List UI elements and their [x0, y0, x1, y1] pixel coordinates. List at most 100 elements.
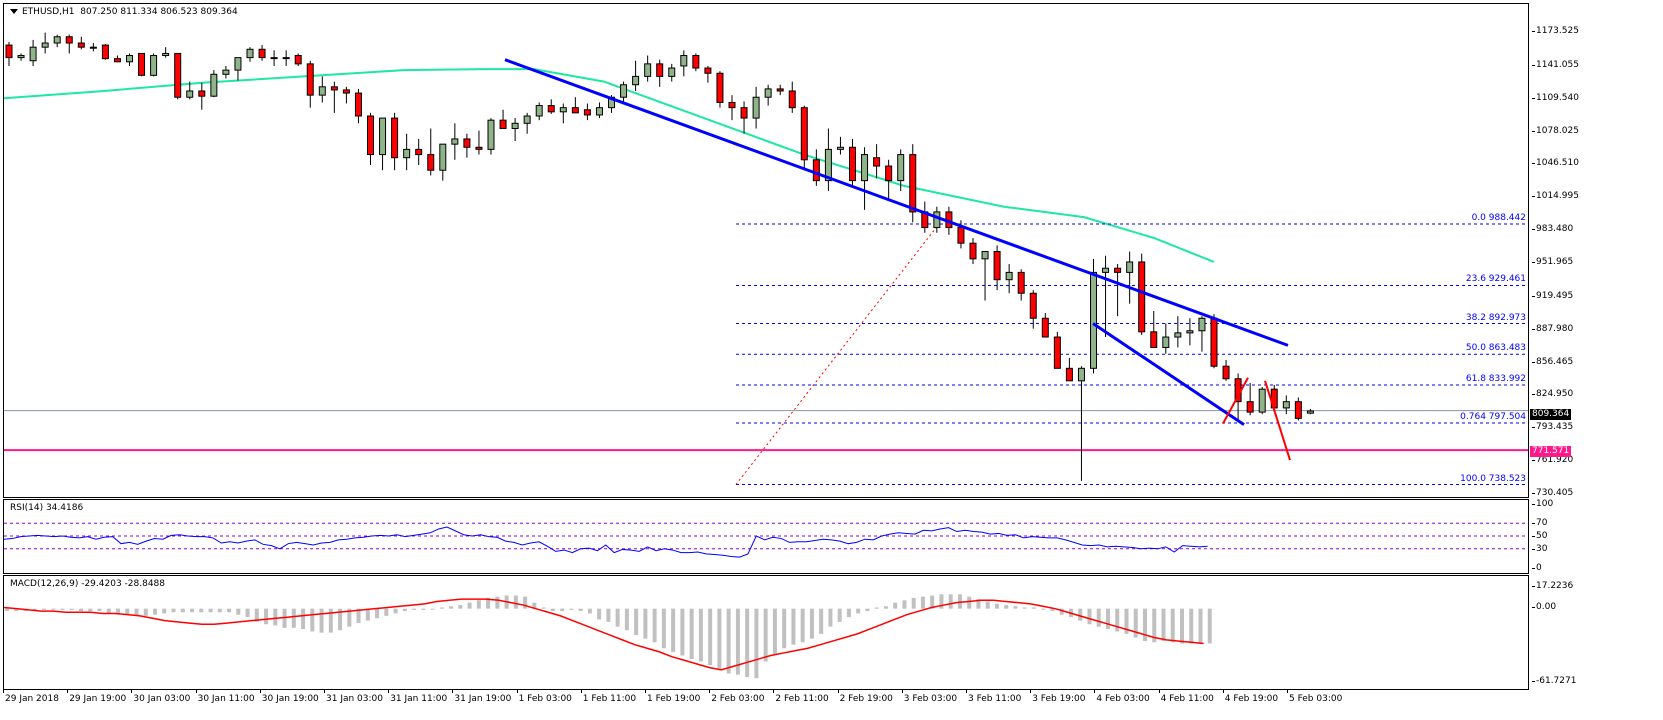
- bear-candle: [547, 105, 555, 113]
- bull-candle: [535, 105, 543, 117]
- bull-candle: [1126, 261, 1134, 273]
- bull-candle: [487, 119, 495, 150]
- bull-candle: [632, 75, 640, 86]
- fib-level-label: 0.0 988.442: [1471, 212, 1526, 223]
- bull-candle: [1198, 317, 1206, 332]
- rsi-tick-label: 70: [1531, 518, 1548, 529]
- dropdown-triangle-icon[interactable]: [10, 9, 18, 14]
- bear-candle: [138, 52, 146, 76]
- price-tick-label: 824.950: [1531, 389, 1574, 400]
- price-tick-label: 730.405: [1531, 488, 1574, 498]
- bull-candle: [668, 67, 676, 77]
- macd-pane[interactable]: MACD(12,26,9) -29.4203 -28.8488: [3, 575, 1529, 690]
- bear-candle: [957, 227, 965, 244]
- fib-level-label: 23.6 929.461: [1465, 274, 1526, 285]
- bear-candle: [993, 251, 1001, 281]
- bull-candle: [933, 211, 941, 229]
- bear-candle: [499, 119, 507, 130]
- bear-candle: [113, 58, 121, 63]
- bull-candle: [523, 115, 531, 124]
- macd-axis: 17.2236 0.00 -61.7271: [1530, 575, 1663, 689]
- rsi-tick-label: 50: [1531, 531, 1548, 541]
- bear-candle: [1138, 261, 1146, 333]
- projection-up-line: [1222, 377, 1249, 425]
- bear-candle: [788, 90, 796, 109]
- time-tick-label: 3 Feb 11:00: [965, 689, 1022, 704]
- bull-candle: [150, 55, 158, 76]
- time-tick-label: 2 Feb 11:00: [773, 689, 829, 704]
- bull-candle: [451, 138, 459, 145]
- bear-candle: [258, 48, 266, 59]
- macd-tick-label: 17.2236: [1531, 581, 1574, 591]
- bull-candle: [1077, 367, 1085, 382]
- bull-candle: [595, 107, 603, 116]
- bear-candle: [354, 92, 362, 117]
- bear-candle: [330, 86, 338, 91]
- bear-candle: [475, 146, 483, 150]
- bull-candle: [53, 36, 61, 44]
- bear-candle: [1065, 367, 1073, 382]
- price-tick-label: 793.435: [1531, 422, 1574, 433]
- bear-candle: [740, 107, 748, 119]
- macd-title: MACD(12,26,9) -29.4203 -28.8488: [10, 579, 166, 589]
- macd-tick-label: 0.00: [1531, 601, 1557, 612]
- bull-candle: [1162, 336, 1170, 348]
- bear-candle: [1114, 267, 1122, 273]
- fib-level-label: 61.8 833.992: [1465, 374, 1526, 384]
- time-tick-label: 4 Feb 03:00: [1094, 689, 1150, 704]
- bull-candle: [644, 63, 652, 77]
- rsi-chart: [4, 522, 1528, 558]
- price-tick-label: 1109.540: [1532, 92, 1579, 103]
- price-tick-label: 951.965: [1531, 257, 1574, 267]
- bull-candle: [752, 96, 760, 119]
- bear-candle: [849, 146, 856, 182]
- support-price-tag: 771.571: [1530, 446, 1572, 457]
- bull-candle: [439, 143, 447, 171]
- chart-title: ETHUSD,H1 807.250 811.334 806.523 809.36…: [10, 7, 238, 17]
- bull-candle: [764, 88, 772, 98]
- bear-candle: [776, 88, 784, 92]
- bull-candle: [234, 57, 242, 71]
- fib-level-label: 50.0 863.483: [1465, 343, 1526, 354]
- price-tick-label: 1014.995: [1532, 191, 1579, 202]
- bear-candle: [342, 89, 350, 94]
- bull-candle: [620, 84, 628, 98]
- moving-average-line: [4, 68, 1215, 263]
- price-tick-label: 761.920: [1531, 455, 1574, 466]
- bull-candle: [1102, 267, 1110, 273]
- price-tick-label: 1078.025: [1532, 125, 1579, 136]
- trend-line: [1092, 322, 1245, 426]
- bear-candle: [294, 55, 302, 65]
- price-tick-label: 1046.510: [1532, 158, 1579, 169]
- bear-candle: [885, 165, 893, 182]
- fib-level-label: 0.764 797.504: [1460, 412, 1526, 423]
- bull-candle: [41, 42, 49, 48]
- fib-level-label: 38.2 892.973: [1465, 312, 1526, 323]
- time-tick-label: 31 Jan 19:00: [452, 689, 512, 704]
- bull-candle: [1005, 271, 1013, 281]
- bull-candle: [29, 46, 37, 62]
- bull-candle: [559, 107, 567, 113]
- price-tick-label: 919.495: [1531, 290, 1574, 301]
- price-tick-label: 1173.525: [1532, 26, 1579, 36]
- time-tick-label: 3 Feb 19:00: [1030, 689, 1086, 704]
- price-chart-pane[interactable]: ETHUSD,H1 807.250 811.334 806.523 809.36…: [3, 3, 1529, 498]
- fib-anchor-line: [735, 223, 940, 485]
- rsi-axis: 100 70 50 30 0: [1530, 499, 1663, 574]
- bear-candle: [1041, 317, 1049, 338]
- bear-candle: [1029, 292, 1037, 319]
- price-axis[interactable]: 1173.525 1141.055 1109.540 1078.025 1046.510…: [1530, 0, 1663, 498]
- ohlc-values: 807.250 811.334 806.523 809.364: [80, 7, 238, 17]
- macd-signal-line: [4, 598, 1204, 671]
- time-axis[interactable]: 29 Jan 2018 29 Jan 19:00 30 Jan 03:00 30 Ja…: [3, 689, 1529, 720]
- macd-tick-label: -61.7271: [1531, 675, 1577, 686]
- rsi-pane[interactable]: RSI(14) 34.4186: [3, 499, 1529, 574]
- macd-chart: [4, 594, 1212, 679]
- bear-candle: [728, 101, 736, 109]
- bear-candle: [873, 157, 881, 167]
- bear-candle: [800, 107, 808, 161]
- bear-candle: [909, 154, 917, 213]
- time-tick-label: 1 Feb 11:00: [580, 689, 637, 704]
- time-tick-label: 30 Jan 03:00: [131, 689, 191, 704]
- bull-candle: [126, 55, 133, 63]
